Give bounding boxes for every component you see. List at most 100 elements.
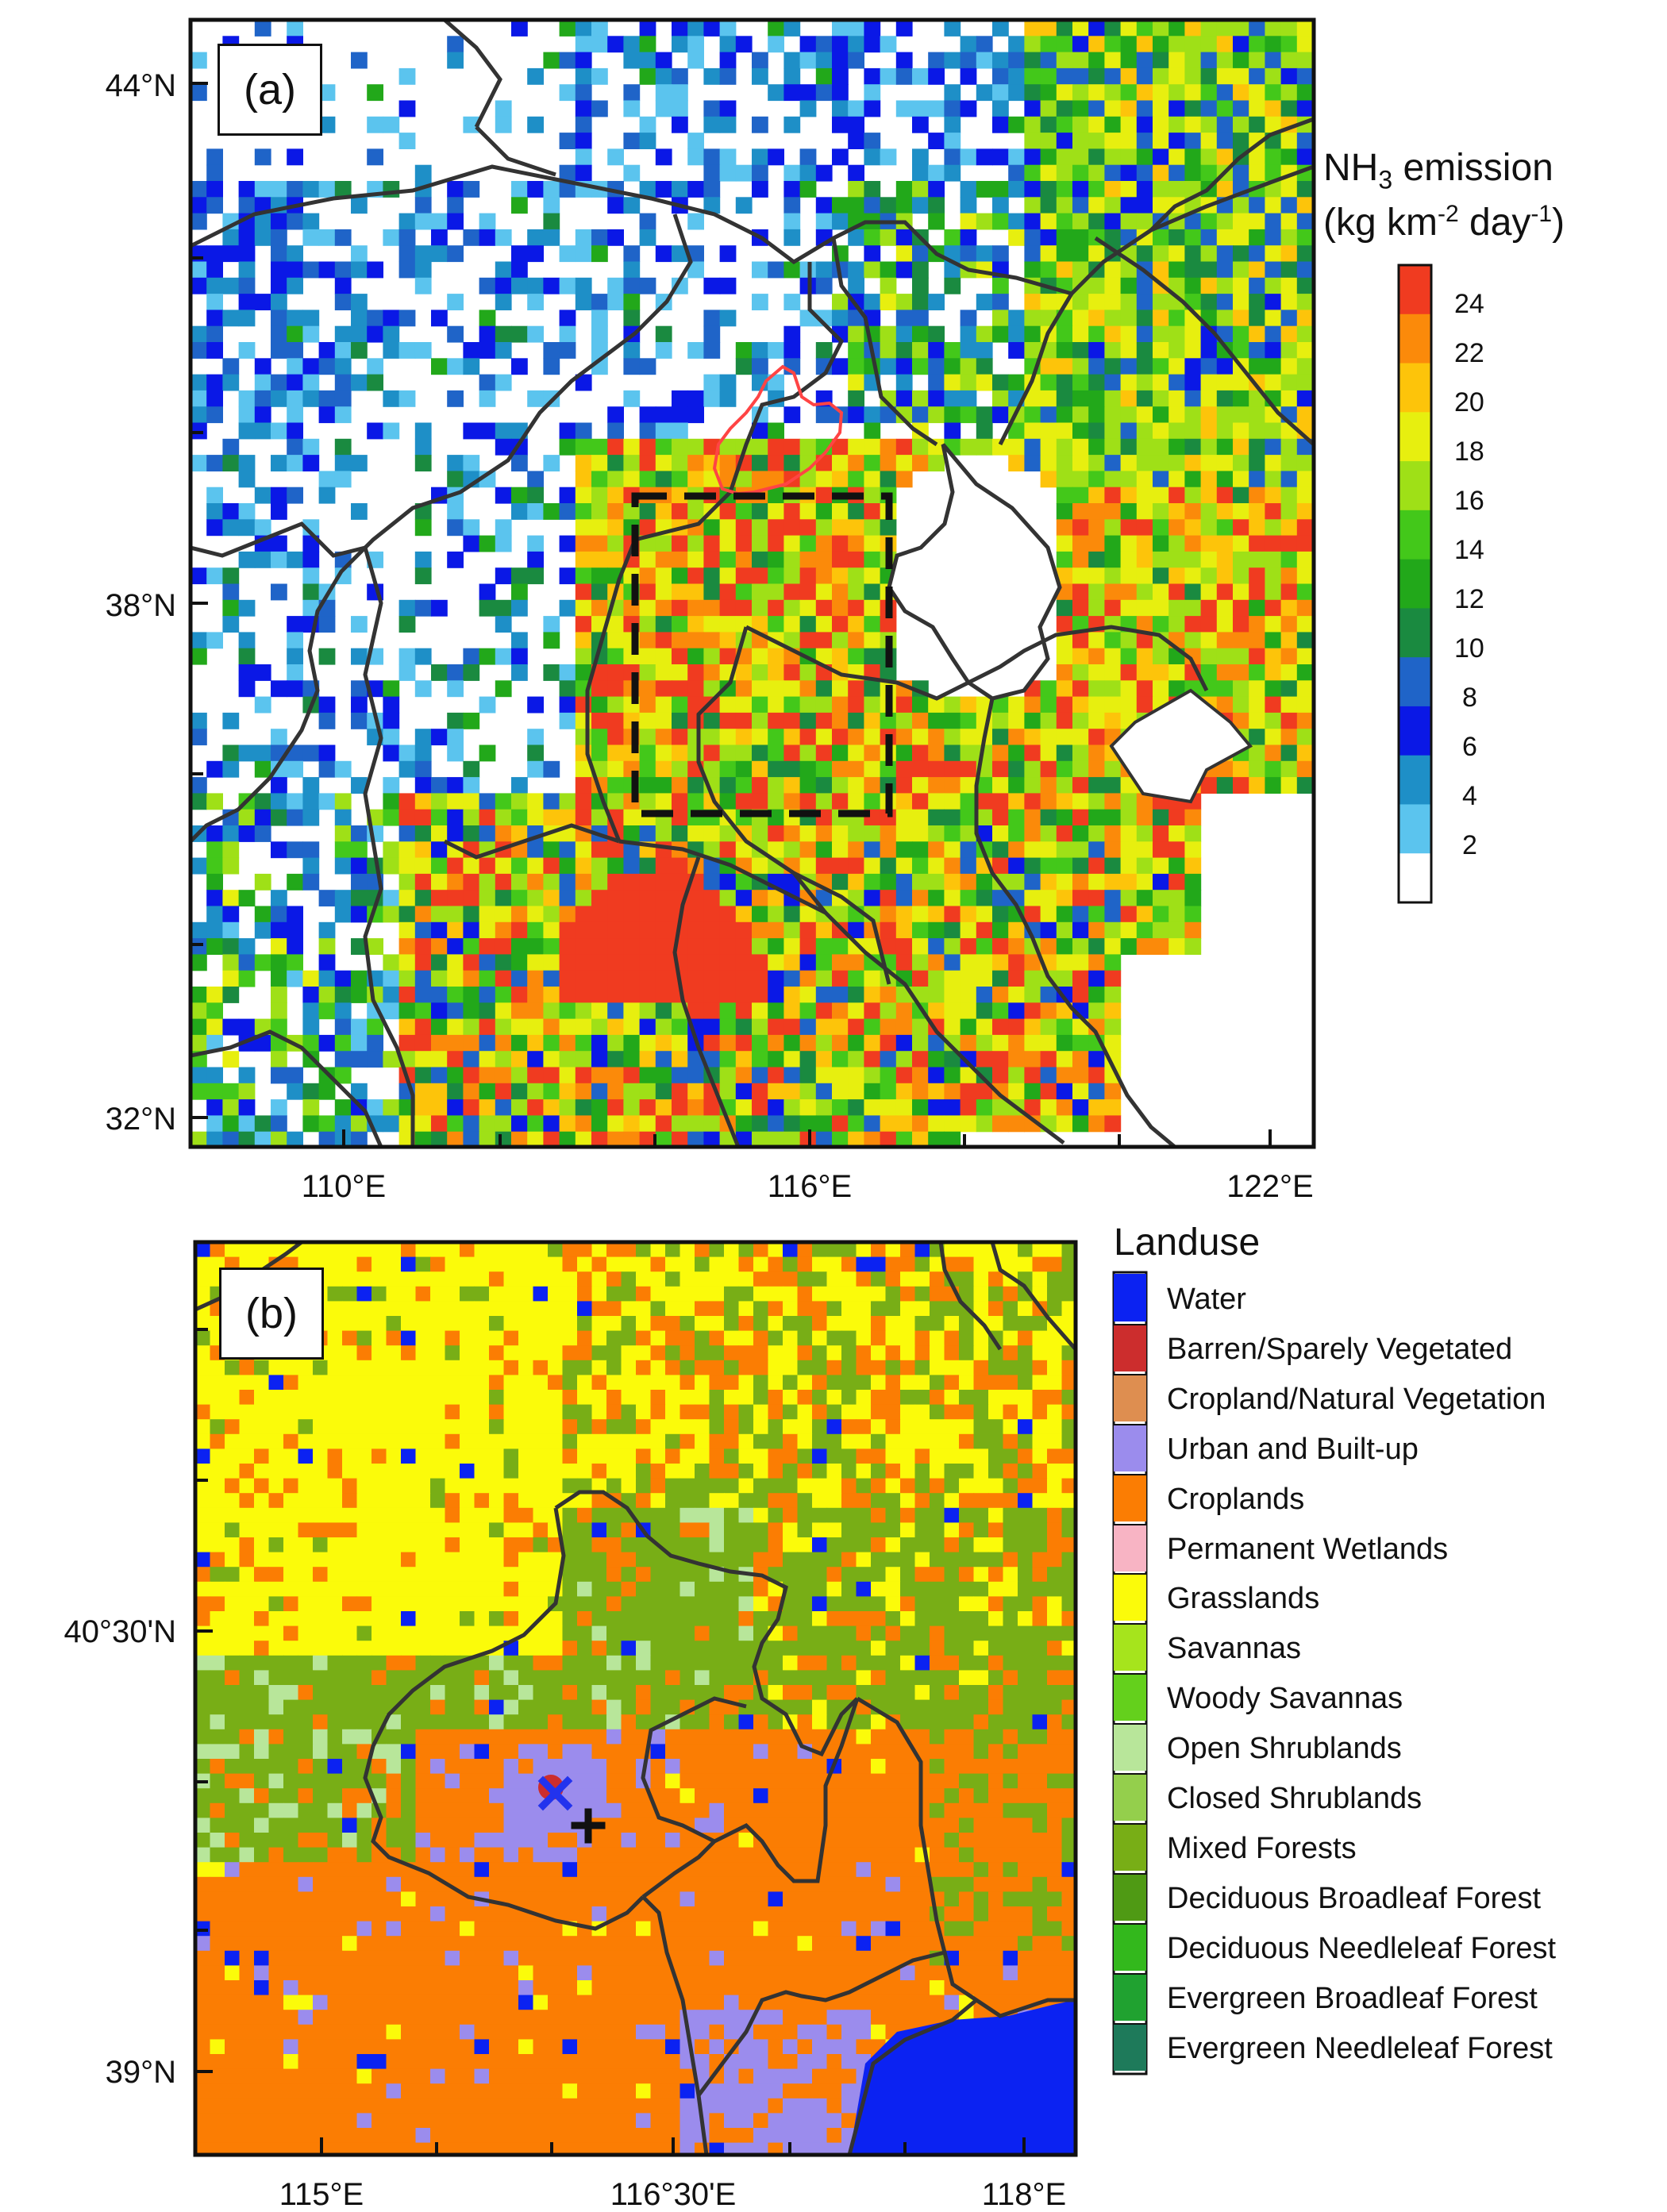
emission-cell xyxy=(1216,632,1234,649)
emission-cell xyxy=(623,358,641,375)
emission-cell xyxy=(1200,406,1218,424)
landuse-cell xyxy=(577,1433,593,1449)
emission-cell xyxy=(895,261,913,279)
emission-cell xyxy=(1136,664,1153,681)
emission-cell xyxy=(575,1067,592,1084)
emission-cell xyxy=(479,987,496,1003)
emission-cell xyxy=(1008,938,1025,955)
landuse-cell xyxy=(298,1419,314,1435)
emission-cell xyxy=(1072,116,1089,133)
emission-cell xyxy=(815,1067,833,1084)
landuse-cell xyxy=(1003,1242,1018,1258)
emission-cell xyxy=(591,954,608,971)
emission-cell xyxy=(1072,229,1089,246)
landuse-cell xyxy=(621,1286,637,1302)
emission-cell xyxy=(1088,1002,1105,1020)
emission-cell xyxy=(351,648,368,665)
emission-cell xyxy=(414,1083,432,1100)
landuse-cell xyxy=(401,1242,417,1258)
landuse-cell xyxy=(871,1330,887,1346)
emission-cell xyxy=(1088,841,1105,859)
emission-cell xyxy=(687,1083,704,1100)
emission-cell xyxy=(912,261,929,279)
emission-cell xyxy=(607,1034,624,1052)
emission-cell xyxy=(1072,648,1089,665)
landuse-cell xyxy=(503,1330,519,1346)
emission-cell xyxy=(1104,438,1122,456)
emission-cell xyxy=(719,648,737,665)
landuse-cell xyxy=(680,1448,695,1464)
emission-cell xyxy=(607,841,624,859)
emission-cell xyxy=(527,729,544,746)
landuse-cell xyxy=(430,1375,446,1391)
emission-cell xyxy=(752,551,768,568)
emission-cell xyxy=(912,857,929,875)
emission-cell xyxy=(495,809,512,826)
emission-cell xyxy=(992,1018,1009,1036)
emission-cell xyxy=(222,744,240,762)
landuse-cell xyxy=(548,1360,564,1375)
emission-cell xyxy=(431,873,448,891)
emission-cell xyxy=(302,181,320,198)
landuse-cell xyxy=(930,1404,945,1420)
emission-cell xyxy=(864,438,881,456)
emission-cell xyxy=(479,1067,496,1084)
landuse-cell xyxy=(797,1330,813,1346)
landuse-cell xyxy=(768,1345,783,1361)
emission-cell xyxy=(1153,294,1169,310)
emission-cell xyxy=(783,567,801,585)
emission-cell xyxy=(351,325,368,343)
landuse-cell xyxy=(518,1433,534,1449)
landuse-cell xyxy=(988,1522,1004,1538)
emission-cell xyxy=(864,148,881,166)
emission-cell xyxy=(1008,729,1025,746)
emission-cell xyxy=(607,1018,624,1036)
landuse-cell xyxy=(885,1360,901,1375)
landuse-cell xyxy=(562,1522,578,1538)
emission-cell xyxy=(383,1051,400,1068)
landuse-cell xyxy=(195,1286,211,1302)
landuse-cell xyxy=(709,1301,725,1317)
emission-cell xyxy=(447,873,464,891)
landuse-cell xyxy=(738,1390,754,1406)
emission-cell xyxy=(463,809,480,826)
emission-cell xyxy=(799,696,817,714)
emission-cell xyxy=(783,294,801,310)
emission-cell xyxy=(768,455,784,471)
emission-cell xyxy=(1184,841,1202,859)
landuse-cell xyxy=(783,1448,799,1464)
emission-cell xyxy=(607,1099,624,1116)
emission-cell xyxy=(1040,696,1057,714)
emission-cell xyxy=(1088,1115,1105,1133)
emission-cell xyxy=(672,793,688,810)
landuse-cell xyxy=(1032,1596,1048,1612)
emission-cell xyxy=(527,921,544,939)
emission-cell xyxy=(1024,294,1041,310)
emission-cell xyxy=(1153,406,1169,424)
emission-cell xyxy=(1216,116,1234,133)
landuse-cell xyxy=(856,1271,872,1287)
emission-cell xyxy=(864,1051,881,1068)
emission-cell xyxy=(960,744,977,762)
landuse-cell xyxy=(489,1611,505,1627)
emission-cell xyxy=(271,245,287,263)
emission-cell xyxy=(639,551,656,568)
emission-cell xyxy=(591,696,608,714)
landuse-cell xyxy=(914,1507,930,1523)
landuse-cell xyxy=(900,1390,916,1406)
emission-cell xyxy=(815,1115,833,1133)
landuse-cell xyxy=(724,1390,740,1406)
emission-cell xyxy=(1088,809,1105,826)
emission-cell xyxy=(1120,793,1138,810)
emission-cell xyxy=(1233,455,1249,471)
emission-cell xyxy=(318,760,336,778)
landuse-cell xyxy=(871,1286,887,1302)
emission-cell xyxy=(848,1051,864,1068)
landuse-cell xyxy=(254,1433,270,1449)
emission-cell xyxy=(655,857,672,875)
emission-cell xyxy=(1216,229,1234,246)
emission-cell xyxy=(928,744,945,762)
emission-cell xyxy=(511,487,528,504)
emission-cell xyxy=(479,1002,496,1020)
landuse-cell xyxy=(753,1316,769,1332)
